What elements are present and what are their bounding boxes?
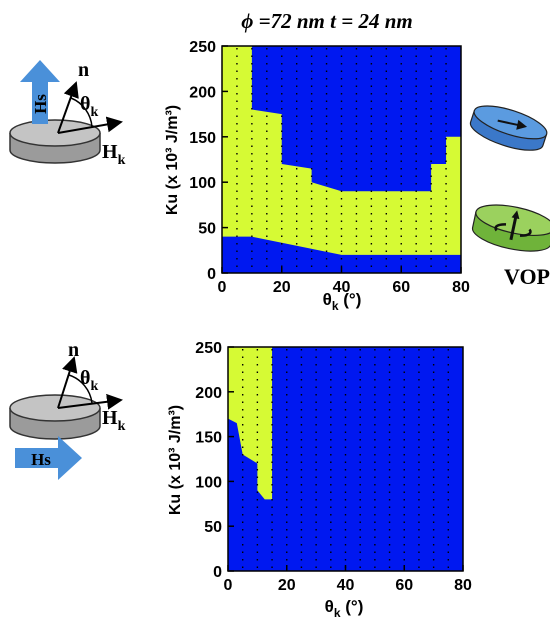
disk-icon	[9, 119, 101, 164]
theta-k-label: θk	[80, 367, 98, 394]
hs-label: Hs	[31, 94, 50, 114]
x-tick-label: 20	[273, 279, 291, 296]
chart-in-plane-field: 0 20 40 60 80 0 50 100 150 200 250 Ku (x 10³ J/m³…	[167, 340, 472, 620]
up-arrow-icon	[20, 60, 60, 124]
y-tick-label: 0	[207, 266, 216, 283]
y-tick-label: 100	[195, 474, 222, 491]
y-tick-labels: 0 50 100 150 200 250	[189, 39, 216, 283]
x-tick-labels: 0 20 40 60 80	[224, 577, 472, 594]
in-plane-disk-icon	[469, 105, 548, 151]
y-tick-label: 200	[195, 385, 222, 402]
y-tick-label: 200	[189, 84, 216, 101]
y-tick-label: 0	[213, 564, 222, 581]
y-axis-label: Ku (x 10³ J/m³)	[164, 105, 181, 215]
disk-icon	[9, 394, 101, 440]
chart-out-of-plane-field: 0 20 40 60 80 0 50 100 150 200 250 Ku (x 10³ J/m³…	[164, 39, 470, 313]
hs-label: Hs	[31, 450, 51, 469]
plot-area-top	[221, 45, 462, 274]
x-tick-label: 60	[392, 279, 410, 296]
n-vector-arrow	[57, 81, 79, 134]
y-tick-label: 250	[195, 340, 222, 357]
figure-title: ϕ =72 nm t = 24 nm	[241, 9, 412, 33]
hk-vector-arrow	[57, 116, 123, 134]
schematic-in-plane: n θk Hk Hs	[9, 339, 126, 480]
theta-arc	[70, 97, 93, 128]
hk-vector-arrow	[57, 393, 123, 410]
x-tick-label: 80	[454, 577, 472, 594]
theta-arc	[68, 374, 93, 404]
x-tick-labels: 0 20 40 60 80	[218, 279, 470, 296]
x-tick-label: 0	[224, 577, 233, 594]
x-tick-label: 40	[333, 279, 351, 296]
plot-area-bottom	[227, 346, 464, 572]
x-axis-label: θk (°)	[325, 597, 364, 620]
y-tick-labels: 0 50 100 150 200 250	[195, 340, 222, 581]
y-axis-label: Ku (x 10³ J/m³)	[167, 405, 184, 515]
n-vector-arrow	[57, 356, 78, 409]
x-tick-label: 40	[337, 577, 355, 594]
x-tick-label: 60	[395, 577, 413, 594]
state-icons: VOP	[469, 105, 550, 289]
n-label: n	[78, 59, 89, 81]
y-tick-label: 50	[204, 519, 222, 536]
green-region-vop	[228, 347, 273, 500]
n-label: n	[68, 339, 79, 361]
x-tick-label: 0	[218, 279, 227, 296]
theta-k-label: θk	[80, 93, 98, 120]
y-tick-label: 150	[195, 430, 222, 447]
hk-label: Hk	[102, 141, 126, 168]
vop-label: VOP	[504, 264, 550, 289]
x-axis-label: θk (°)	[323, 290, 362, 313]
vortex-disk-icon	[472, 204, 550, 252]
right-arrow-icon	[15, 436, 82, 480]
axis-ticks	[227, 346, 464, 572]
x-tick-label: 80	[452, 279, 470, 296]
y-tick-label: 50	[198, 221, 216, 238]
schematic-out-of-plane: Hs n θk Hk	[9, 59, 126, 168]
green-region-vop	[222, 46, 461, 273]
x-tick-label: 20	[278, 577, 296, 594]
axis-ticks	[221, 45, 462, 274]
y-tick-label: 100	[189, 175, 216, 192]
hk-label: Hk	[102, 407, 126, 434]
y-tick-label: 250	[189, 39, 216, 56]
y-tick-label: 150	[189, 130, 216, 147]
